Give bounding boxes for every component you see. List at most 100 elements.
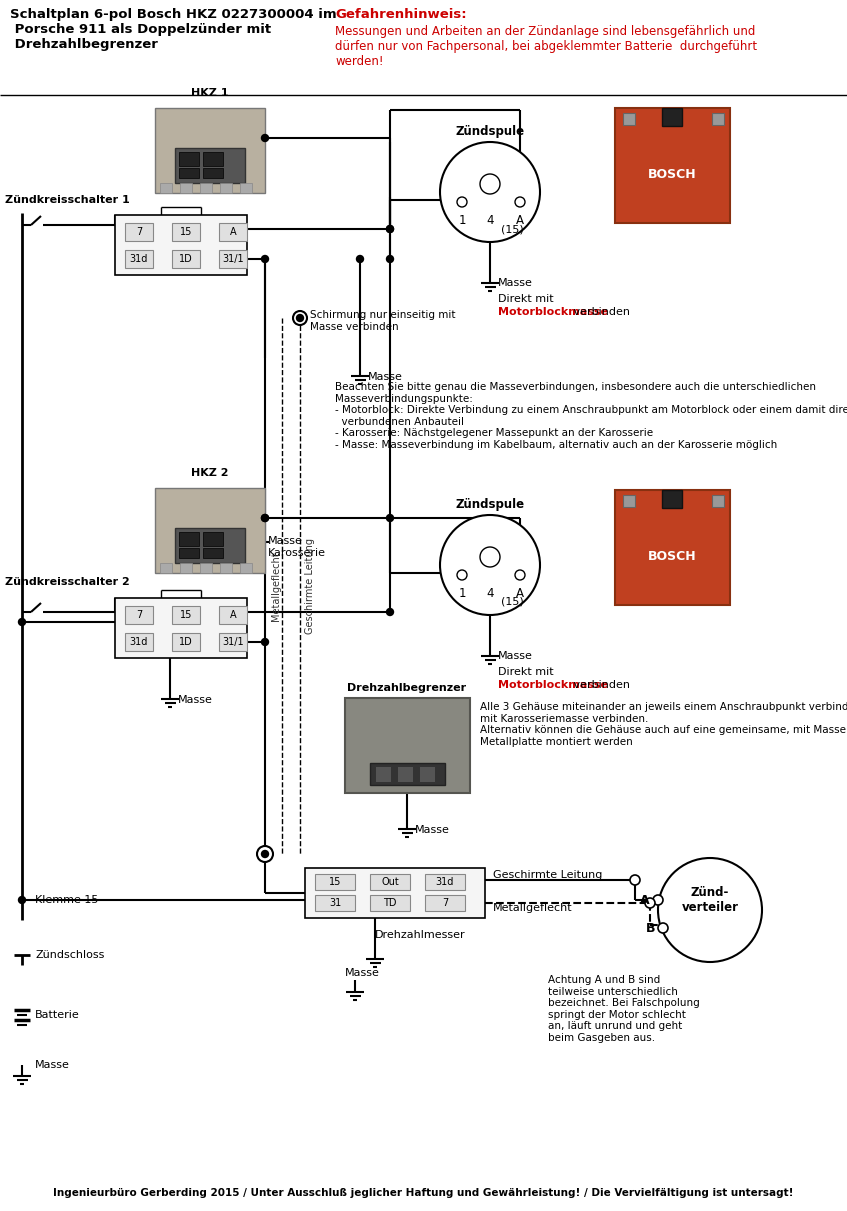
Bar bbox=[240, 563, 252, 573]
Bar bbox=[662, 108, 682, 126]
Bar bbox=[219, 249, 247, 268]
Bar bbox=[712, 495, 724, 507]
Bar bbox=[180, 183, 192, 193]
Bar bbox=[172, 633, 200, 652]
Circle shape bbox=[262, 134, 268, 142]
Text: Masse: Masse bbox=[498, 279, 533, 288]
Text: Zünd-
verteiler: Zünd- verteiler bbox=[682, 886, 739, 914]
Text: 31d: 31d bbox=[130, 254, 148, 264]
Text: Geschirmte Leitung: Geschirmte Leitung bbox=[305, 538, 315, 635]
Circle shape bbox=[19, 896, 25, 903]
Text: Masse
Karosserie: Masse Karosserie bbox=[268, 536, 326, 557]
Bar bbox=[425, 874, 465, 890]
Bar bbox=[179, 153, 199, 166]
Bar bbox=[200, 183, 212, 193]
Text: BOSCH: BOSCH bbox=[648, 551, 696, 563]
Circle shape bbox=[658, 923, 668, 932]
Circle shape bbox=[293, 311, 307, 325]
Text: 31d: 31d bbox=[436, 877, 454, 886]
Text: 4: 4 bbox=[486, 214, 494, 226]
Text: verbinden: verbinden bbox=[570, 308, 630, 317]
Bar bbox=[712, 113, 724, 125]
Bar bbox=[125, 633, 153, 652]
Circle shape bbox=[480, 547, 500, 567]
Text: Geschirmte Leitung: Geschirmte Leitung bbox=[493, 869, 602, 880]
Bar bbox=[125, 223, 153, 241]
Bar bbox=[220, 563, 232, 573]
Bar bbox=[179, 168, 199, 178]
Text: Direkt mit: Direkt mit bbox=[498, 667, 554, 677]
Circle shape bbox=[386, 515, 394, 522]
Text: Motorblockmasse: Motorblockmasse bbox=[498, 308, 608, 317]
Text: Achtung A und B sind
teilweise unterschiedlich
bezeichnet. Bei Falschpolung
spri: Achtung A und B sind teilweise unterschi… bbox=[548, 975, 700, 1043]
Text: HKZ 2: HKZ 2 bbox=[191, 467, 229, 478]
Text: Gefahrenhinweis:: Gefahrenhinweis: bbox=[335, 8, 467, 21]
Text: TD: TD bbox=[383, 899, 396, 908]
Text: 4: 4 bbox=[486, 587, 494, 599]
Text: Masse: Masse bbox=[415, 825, 450, 836]
Bar bbox=[172, 223, 200, 241]
Bar bbox=[200, 563, 212, 573]
Bar bbox=[662, 490, 682, 507]
Text: Metallgeflecht: Metallgeflecht bbox=[493, 903, 573, 913]
Text: 31d: 31d bbox=[130, 637, 148, 647]
Text: 31/1: 31/1 bbox=[222, 254, 244, 264]
Bar bbox=[219, 606, 247, 624]
Bar bbox=[220, 183, 232, 193]
Bar bbox=[219, 223, 247, 241]
Bar bbox=[155, 488, 265, 573]
Text: Direkt mit: Direkt mit bbox=[498, 294, 554, 304]
Circle shape bbox=[262, 515, 268, 522]
Text: 31/1: 31/1 bbox=[222, 637, 244, 647]
Bar bbox=[175, 148, 245, 183]
Text: A: A bbox=[640, 894, 650, 907]
Text: 15: 15 bbox=[180, 610, 192, 620]
Bar bbox=[375, 767, 391, 782]
Text: 7: 7 bbox=[136, 610, 142, 620]
Text: 1D: 1D bbox=[179, 254, 193, 264]
Text: A: A bbox=[516, 587, 524, 599]
Bar bbox=[172, 606, 200, 624]
Bar bbox=[175, 528, 245, 563]
Text: 31: 31 bbox=[329, 899, 341, 908]
Text: Masse: Masse bbox=[178, 695, 213, 705]
Circle shape bbox=[480, 174, 500, 194]
Text: Alle 3 Gehäuse miteinander an jeweils einem Anschraubpunkt verbinden und zentral: Alle 3 Gehäuse miteinander an jeweils ei… bbox=[480, 702, 847, 747]
Text: Messungen und Arbeiten an der Zündanlage sind lebensgefährlich und
dürfen nur vo: Messungen und Arbeiten an der Zündanlage… bbox=[335, 25, 757, 68]
Text: 15: 15 bbox=[329, 877, 341, 886]
Bar bbox=[203, 168, 223, 178]
Bar bbox=[203, 153, 223, 166]
Text: Beachten Sie bitte genau die Masseverbindungen, insbesondere auch die unterschie: Beachten Sie bitte genau die Masseverbin… bbox=[335, 381, 847, 450]
Text: 1D: 1D bbox=[179, 637, 193, 647]
Text: Schirmung nur einseitig mit
Masse verbinden: Schirmung nur einseitig mit Masse verbin… bbox=[310, 310, 456, 332]
Bar bbox=[425, 895, 465, 911]
Circle shape bbox=[357, 256, 363, 263]
Text: Zündspule: Zündspule bbox=[456, 498, 524, 511]
Circle shape bbox=[262, 256, 268, 263]
Text: (15): (15) bbox=[501, 224, 523, 234]
Text: 7: 7 bbox=[442, 899, 448, 908]
Circle shape bbox=[386, 608, 394, 615]
Bar bbox=[623, 113, 635, 125]
Text: Ingenieurbüro Gerberding 2015 / Unter Ausschluß jeglicher Haftung und Gewährleis: Ingenieurbüro Gerberding 2015 / Unter Au… bbox=[53, 1188, 794, 1198]
Text: A: A bbox=[230, 226, 236, 237]
Circle shape bbox=[645, 899, 655, 908]
Circle shape bbox=[386, 225, 394, 233]
Bar bbox=[345, 698, 470, 793]
Bar bbox=[155, 108, 265, 193]
Bar bbox=[615, 490, 730, 606]
Circle shape bbox=[386, 225, 394, 233]
Bar bbox=[179, 532, 199, 546]
Bar bbox=[219, 633, 247, 652]
Bar bbox=[180, 563, 192, 573]
Bar bbox=[305, 868, 485, 918]
Bar bbox=[203, 549, 223, 558]
Bar bbox=[172, 249, 200, 268]
Text: A: A bbox=[230, 610, 236, 620]
Text: 7: 7 bbox=[136, 226, 142, 237]
Circle shape bbox=[457, 570, 467, 580]
Text: Batterie: Batterie bbox=[35, 1010, 80, 1020]
Text: HKZ 1: HKZ 1 bbox=[191, 88, 229, 98]
Circle shape bbox=[262, 515, 268, 522]
Circle shape bbox=[440, 142, 540, 242]
